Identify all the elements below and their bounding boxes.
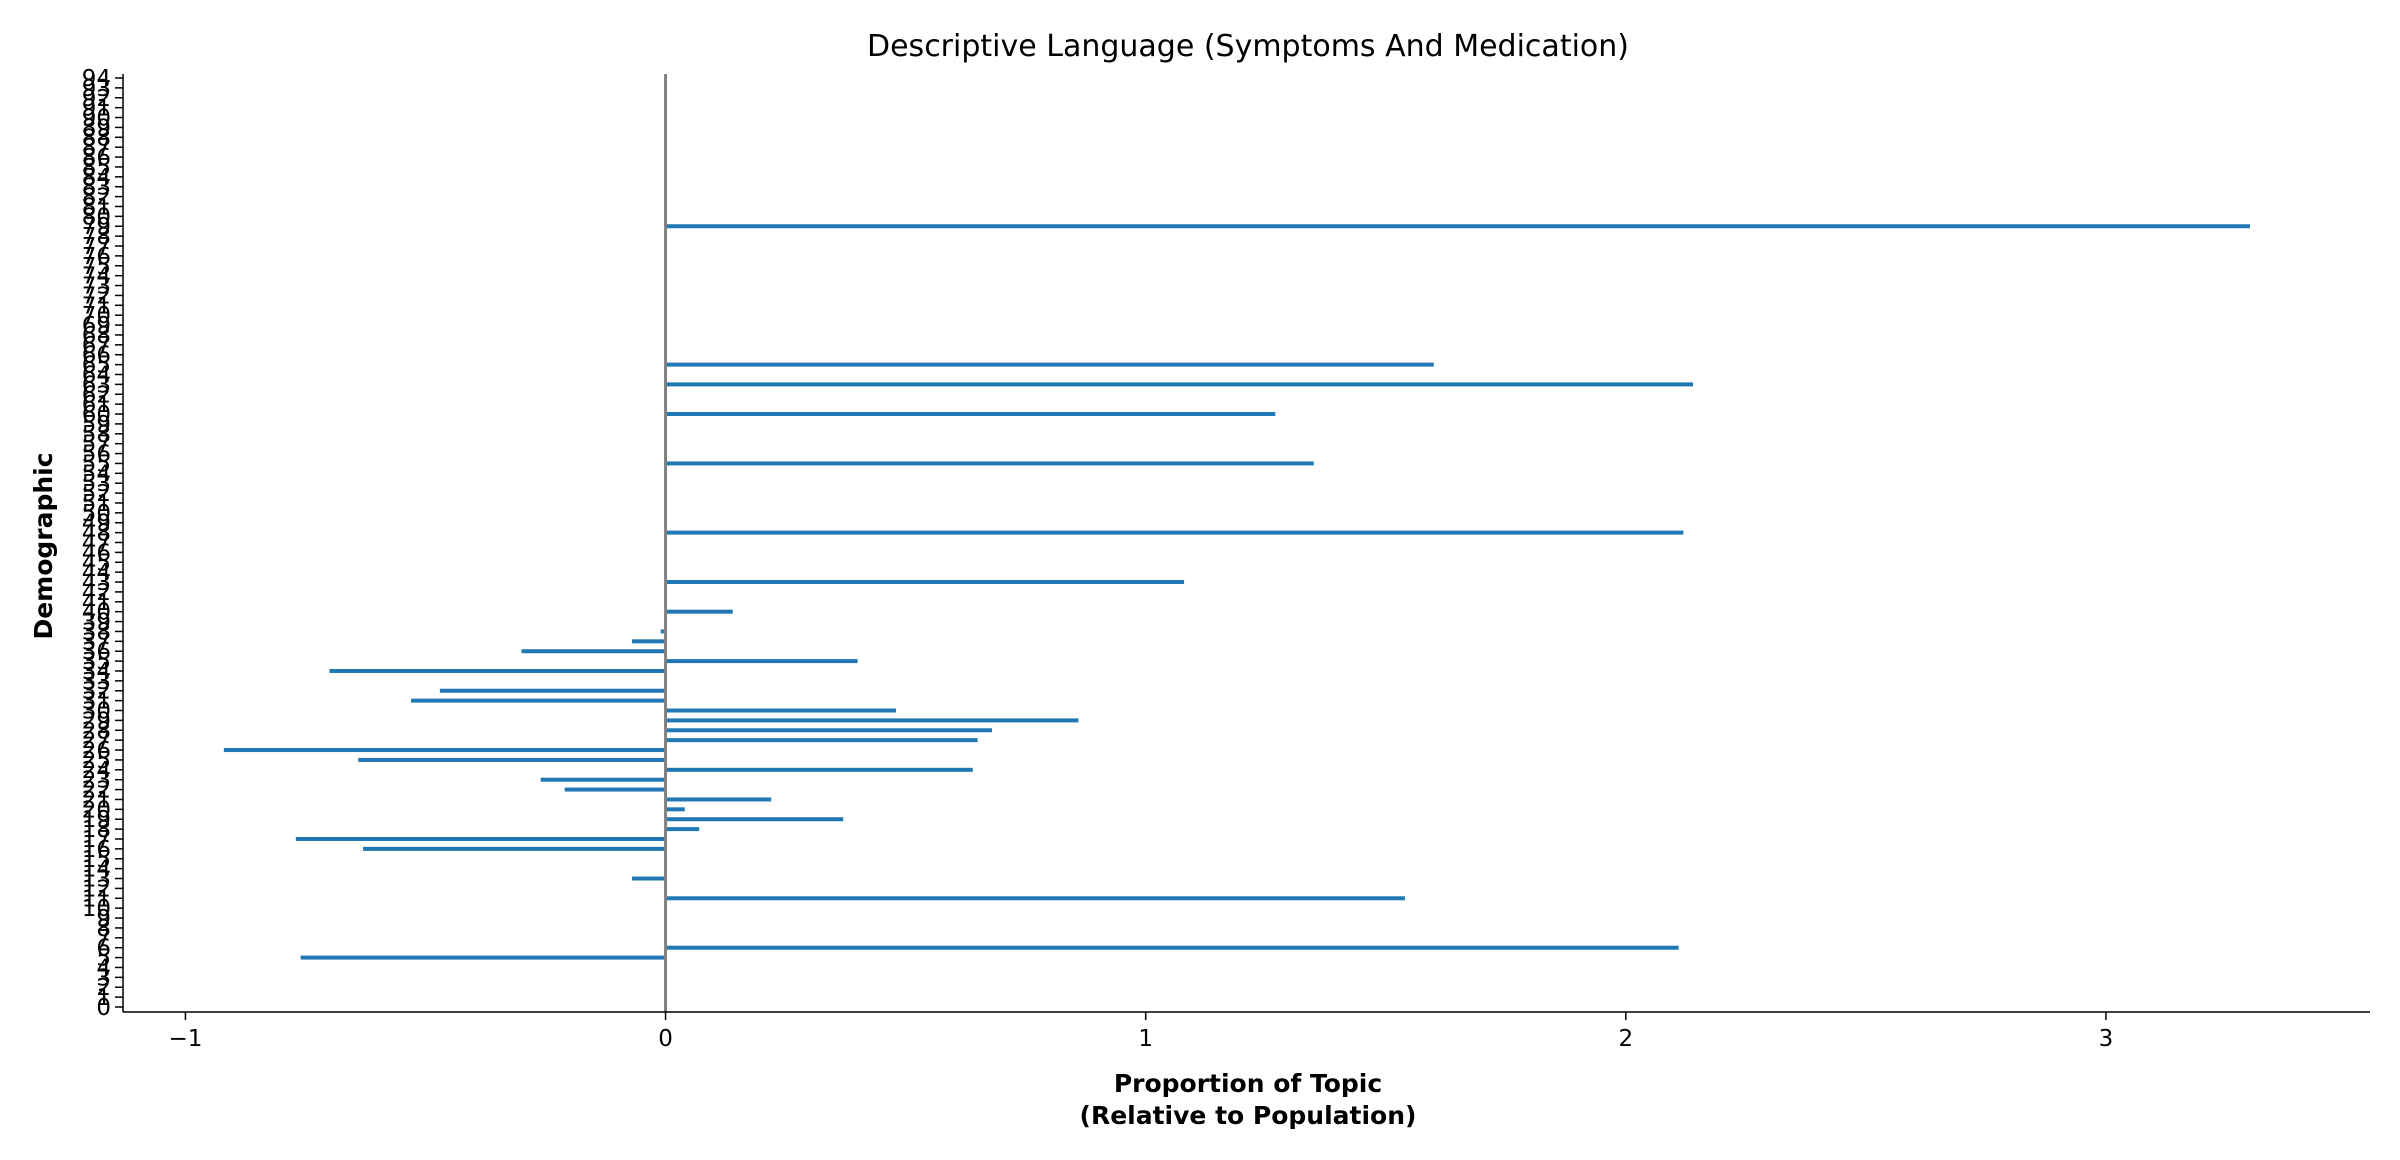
x-tick-label: −1 [168,1026,202,1052]
bar-demographic-63 [666,382,1693,386]
bar-demographic-24 [666,768,973,772]
bar-demographic-27 [666,738,978,742]
bar-demographic-65 [666,363,1434,367]
bar-demographic-17 [296,837,666,841]
bar-demographic-60 [666,412,1276,416]
x-tick-label: 2 [1618,1026,1633,1052]
bar-demographic-26 [224,748,666,752]
bar-demographic-21 [666,797,772,801]
bar-demographic-32 [440,689,666,693]
bar-demographic-23 [541,778,666,782]
bar-demographic-20 [666,807,685,811]
y-axis-label: Demographic [29,452,58,639]
bar-demographic-6 [666,946,1679,950]
chart-title: Descriptive Language (Symptoms And Medic… [867,29,1629,64]
bar-demographic-43 [666,580,1185,584]
x-tick-label: 0 [658,1026,673,1052]
bar-demographic-31 [411,699,665,703]
bar-demographic-29 [666,718,1079,722]
bar-demographic-19 [666,817,844,821]
x-axis-label-line-2: (Relative to Population) [1080,1101,1417,1130]
bar-demographic-28 [666,728,992,732]
bar-demographic-13 [632,877,666,881]
bar-demographic-22 [565,788,666,792]
x-tick-label: 3 [2099,1026,2114,1052]
bar-demographic-5 [301,956,666,960]
x-tick-label: 1 [1138,1026,1153,1052]
bar-demographic-11 [666,896,1405,900]
bar-demographic-48 [666,531,1684,535]
bar-demographic-37 [632,639,666,643]
x-axis-label-line-1: Proportion of Topic [1114,1069,1382,1098]
bar-demographic-16 [363,847,665,851]
bar-demographic-40 [666,610,733,614]
bar-demographic-79 [666,224,2250,228]
bar-demographic-55 [666,461,1314,465]
bar-demographic-35 [666,659,858,663]
bar-demographic-34 [329,669,665,673]
bar-demographic-18 [666,827,700,831]
bar-demographic-30 [666,709,896,713]
bar-demographic-36 [522,649,666,653]
bar-demographic-25 [358,758,665,762]
y-tick-label: 94 [82,66,111,92]
